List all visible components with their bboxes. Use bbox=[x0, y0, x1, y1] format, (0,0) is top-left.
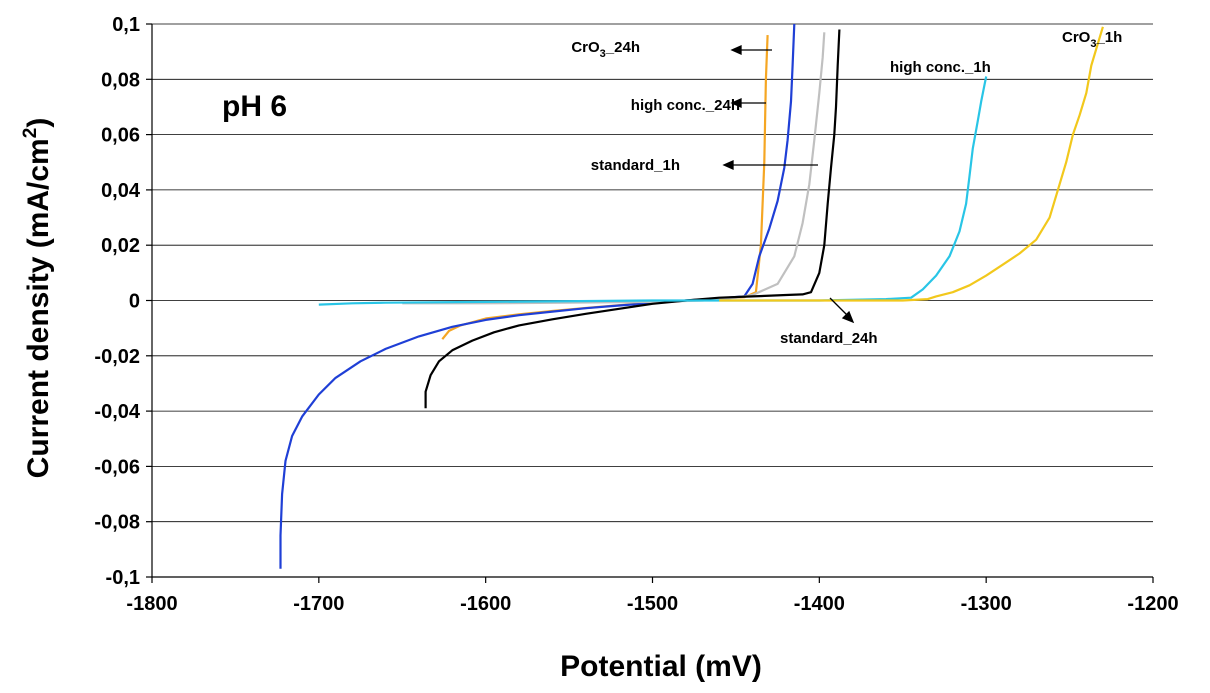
annotations: CrO3_24h high conc._24h standard_1h high… bbox=[571, 29, 1122, 347]
x-tick-label-0: -1800 bbox=[126, 593, 177, 615]
y-tick-label-1: 0,08 bbox=[101, 69, 140, 91]
x-tick-label-6: -1200 bbox=[1127, 593, 1178, 615]
annotation-cro3-1h: CrO3_1h bbox=[1062, 29, 1122, 50]
x-tick-label-5: -1300 bbox=[961, 593, 1012, 615]
annotation-high-conc-24h: high conc._24h bbox=[631, 97, 740, 114]
axes bbox=[146, 23, 1154, 583]
y-tick-label-10: -0,1 bbox=[106, 567, 140, 589]
y-tick-label-2: 0,06 bbox=[101, 125, 140, 147]
x-tick-label-1: -1700 bbox=[293, 593, 344, 615]
series-line-cro3-1h bbox=[719, 26, 1104, 302]
y-tick-label-3: 0,04 bbox=[101, 180, 141, 202]
x-tick-label-4: -1400 bbox=[794, 593, 845, 615]
annotation-arrows bbox=[722, 44, 855, 324]
panel-label-ph: pH 6 bbox=[222, 90, 287, 123]
y-tick-label-7: -0,04 bbox=[94, 401, 140, 423]
series-line-standard-24h bbox=[424, 29, 841, 409]
annotation-cro3-24h: CrO3_24h bbox=[571, 39, 640, 60]
series-line-high-conc-1h bbox=[318, 76, 988, 306]
y-tick-label-9: -0,08 bbox=[94, 512, 140, 534]
y-tick-label-0: 0,1 bbox=[112, 14, 140, 36]
annotation-high-conc-1h: high conc._1h bbox=[890, 59, 991, 76]
x-tick-label-2: -1600 bbox=[460, 593, 511, 615]
y-axis-title: Current density (mA/cm2) bbox=[20, 118, 55, 479]
series-line-high-conc-24h bbox=[279, 23, 796, 569]
annotation-standard-1h: standard_1h bbox=[591, 157, 680, 174]
y-tick-label-6: -0,02 bbox=[94, 346, 140, 368]
y-tick-label-5: 0 bbox=[129, 291, 140, 313]
annotation-standard-24h: standard_24h bbox=[780, 330, 878, 347]
series-line-standard-1h bbox=[402, 32, 826, 305]
series-lines bbox=[279, 23, 1104, 569]
tick-labels: 0,1 0,08 0,06 0,04 0,02 0 -0,02 -0,04 -0,06 -0,08… bbox=[94, 14, 1178, 615]
series-line-cro3-24h bbox=[441, 35, 769, 340]
y-tick-label-8: -0,06 bbox=[94, 456, 140, 478]
y-tick-label-4: 0,02 bbox=[101, 235, 140, 257]
x-axis-title: Potential (mV) bbox=[560, 650, 762, 683]
x-tick-label-3: -1500 bbox=[627, 593, 678, 615]
